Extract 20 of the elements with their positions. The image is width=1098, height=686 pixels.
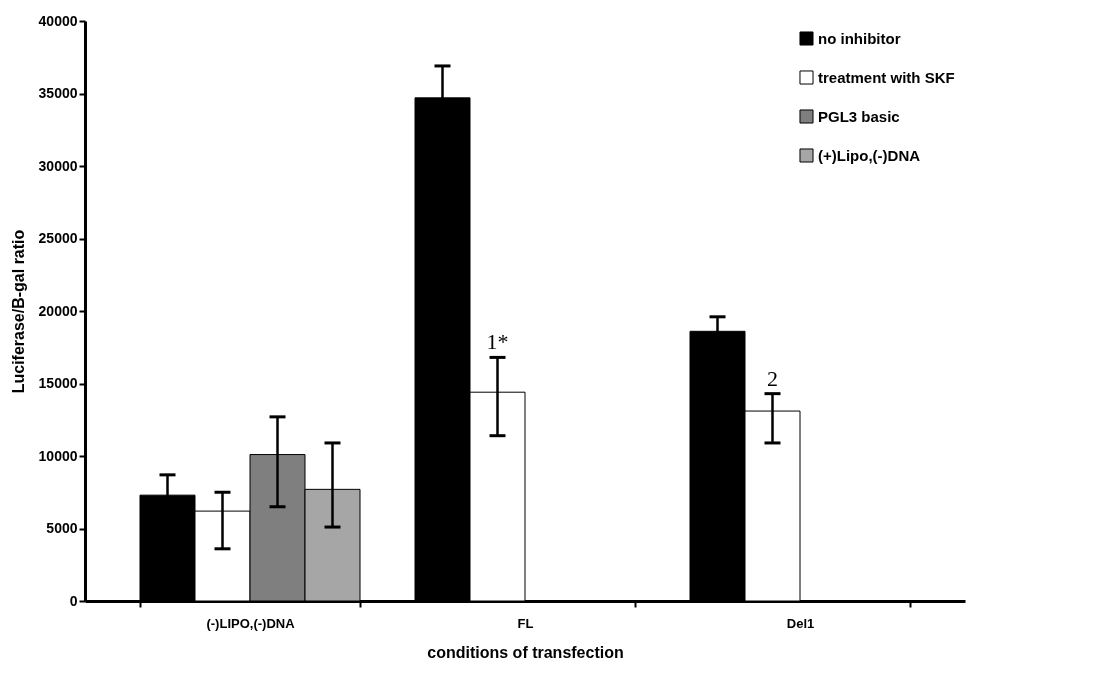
x-tick-label: (-)LIPO,(-)DNA <box>206 615 296 631</box>
annotation: 2 <box>767 365 778 391</box>
legend-label: PGL3 basic <box>818 107 900 125</box>
legend-label: no inhibitor <box>818 29 901 47</box>
y-tick-label: 5000 <box>46 520 78 536</box>
y-tick-label: 25000 <box>38 230 78 246</box>
y-tick-label: 40000 <box>38 12 78 29</box>
y-tick-label: 0 <box>69 592 78 609</box>
y-tick-label: 20000 <box>38 302 78 319</box>
annotation: 1* <box>486 329 509 355</box>
x-axis-title: conditions of transfection <box>427 643 624 661</box>
x-tick-label: Del1 <box>786 615 815 631</box>
y-tick-label: 15000 <box>38 375 78 391</box>
y-axis-title: Luciferase/B-gal ratio <box>9 229 27 394</box>
x-tick-label: FL <box>517 615 534 631</box>
legend-label: (+)Lipo,(-)DNA <box>818 146 921 164</box>
y-tick-label: 10000 <box>38 447 78 464</box>
y-tick-label: 35000 <box>38 85 78 101</box>
legend-label: treatment with SKF <box>818 68 955 86</box>
y-tick-label: 30000 <box>38 157 78 174</box>
